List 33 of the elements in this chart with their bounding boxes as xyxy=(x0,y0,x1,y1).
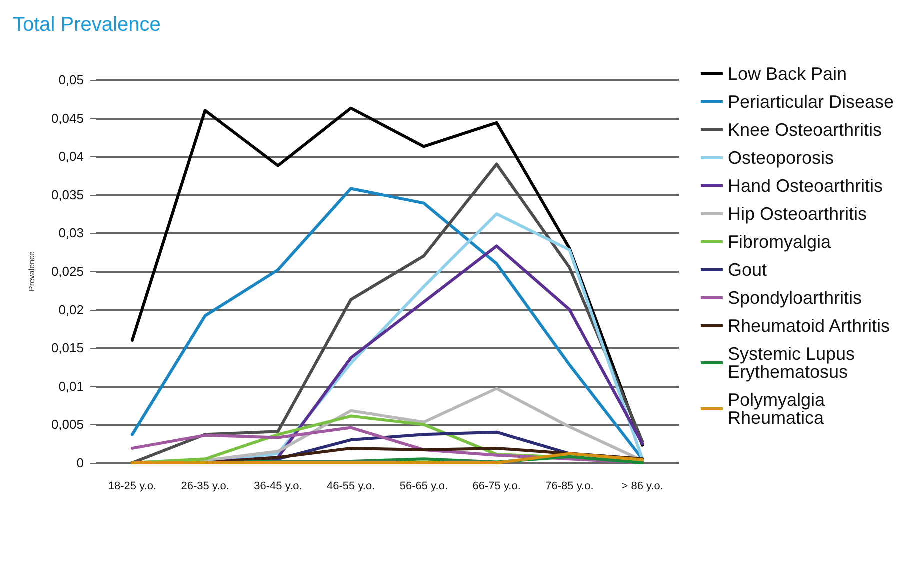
x-tick-label: 18-25 y.o. xyxy=(108,480,156,492)
x-tick-label: 66-75 y.o. xyxy=(472,480,521,492)
y-tick-label: 0,03 xyxy=(58,226,84,241)
legend-label: Spondyloarthritis xyxy=(728,288,862,308)
x-tick-label: 26-35 y.o. xyxy=(181,480,230,492)
legend-label: Polymyalgia Rheumatica xyxy=(728,390,830,428)
legend-label: Periarticular Disease xyxy=(728,92,894,112)
y-tick-label: 0,05 xyxy=(58,72,84,88)
y-tick-label: 0,015 xyxy=(51,340,84,356)
legend-label: Systemic Lupus Erythematosus xyxy=(728,344,860,382)
chart-title: Total Prevalence xyxy=(13,14,161,36)
legend-label: Hip Osteoarthritis xyxy=(728,204,867,224)
y-tick-label: 0,01 xyxy=(58,378,84,394)
legend-label: Rheumatoid Arthritis xyxy=(728,316,890,336)
x-tick-label: 76-85 y.o. xyxy=(546,480,594,492)
x-tick-label: 36-45 y.o. xyxy=(254,480,302,492)
legend-label: Gout xyxy=(728,260,767,280)
legend-label: Knee Osteoarthritis xyxy=(728,120,882,140)
x-tick-label: 56-65 y.o. xyxy=(400,480,448,492)
y-tick-label: 0,035 xyxy=(51,187,84,202)
legend-label: Hand Osteoarthritis xyxy=(728,176,884,196)
y-tick-label: 0,02 xyxy=(58,302,84,318)
x-tick-label: 46-55 y.o. xyxy=(327,480,376,492)
y-tick-label: 0 xyxy=(76,456,84,470)
y-tick-label: 0,005 xyxy=(51,417,84,432)
legend-label: Osteoporosis xyxy=(728,148,834,168)
legend-label: Low Back Pain xyxy=(728,64,848,84)
x-tick-label: > 86 y.o. xyxy=(622,480,664,492)
y-axis-title: Prevalence xyxy=(28,250,36,292)
y-tick-label: 0,045 xyxy=(51,110,84,126)
y-tick-label: 0,04 xyxy=(58,149,84,164)
y-tick-label: 0,025 xyxy=(51,264,84,279)
legend-label: Fibromyalgia xyxy=(728,232,832,252)
